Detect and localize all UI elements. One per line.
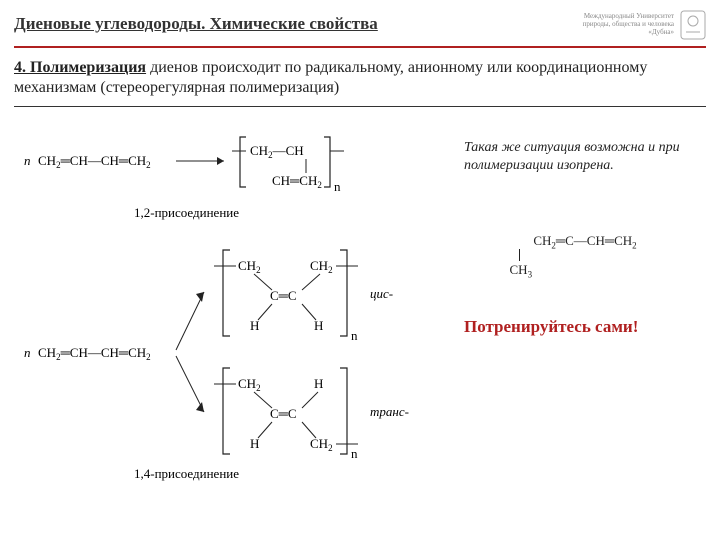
svg-text:C═C: C═C [270,406,297,421]
cis-unit: CH2 CH2 C═C H H n цис- [214,250,393,343]
page-title: Диеновые углеводороды. Химические свойст… [14,10,378,34]
svg-text:CH2: CH2 [310,258,333,275]
crest-icon [680,10,706,40]
scheme-12-addition: n CH2═CH―CH═CH2 CH2―CH CH═CH2 n 1,2-прис… [14,117,454,227]
svg-text:CH2: CH2 [238,376,261,393]
isoprene-note: Такая же ситуация возможна и при полимер… [464,139,706,174]
label-12: 1,2-присоединение [134,205,239,220]
poly12-n: n [334,179,341,194]
svg-text:n: n [351,328,358,343]
train-yourself: Потренируйтесь сами! [464,317,706,337]
n-coeff-14: n [24,345,31,360]
label-cis: цис- [370,286,393,301]
scheme-14-addition: n CH2═CH―CH═CH2 CH2 CH2 C═C H [14,232,454,482]
intro-num: 4. [14,59,26,76]
svg-text:CH2: CH2 [238,258,261,275]
svg-text:C═C: C═C [270,288,297,303]
poly12-side: CH═CH2 [272,173,322,190]
monomer-12: CH2═CH―CH═CH2 [38,153,151,170]
label-14: 1,4-присоединение [134,466,239,481]
isoprene-formula: CH2═C―CH═CH2 CH3 [464,234,706,281]
svg-text:H: H [314,318,323,333]
svg-text:CH2: CH2 [310,436,333,453]
n-coeff-12: n [24,153,31,168]
monomer-14: CH2═CH―CH═CH2 [38,345,151,362]
svg-text:H: H [250,436,259,451]
svg-text:H: H [314,376,323,391]
svg-text:n: n [351,446,358,461]
svg-text:H: H [250,318,259,333]
logo-text: Международный Университет природы, общес… [583,13,674,36]
trans-unit: CH2 H C═C H CH2 n транс- [214,368,409,461]
label-trans: транс- [370,404,409,419]
intro-paragraph: 4. Полимеризация диенов происходит по ра… [0,48,720,104]
intro-lead: Полимеризация [30,59,146,76]
university-logo: Международный Университет природы, общес… [583,10,706,40]
poly12-top: CH2―CH [250,143,304,160]
